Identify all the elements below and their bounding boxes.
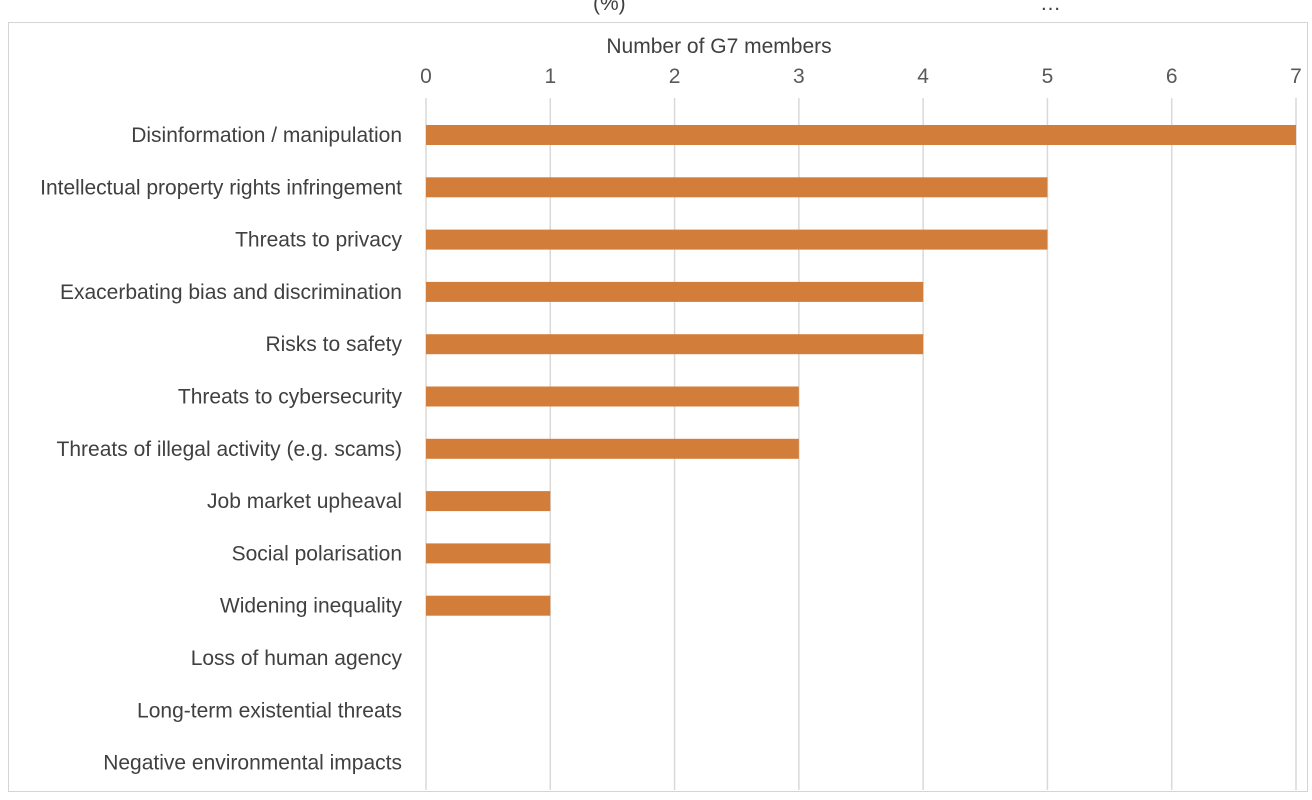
bar (426, 125, 1296, 145)
category-label: Social polarisation (232, 542, 402, 565)
category-label: Threats to cybersecurity (178, 386, 403, 409)
bars (426, 125, 1296, 616)
category-label: Long-term existential threats (137, 699, 402, 722)
x-tick-label: 3 (793, 65, 805, 88)
category-label: Threats to privacy (235, 229, 402, 252)
bar (426, 491, 551, 512)
category-label: Exacerbating bias and discrimination (60, 281, 402, 304)
x-tick-label: 5 (1042, 65, 1054, 88)
category-label: Loss of human agency (191, 647, 403, 670)
category-label: Disinformation / manipulation (131, 124, 402, 147)
cropped-title-text-left: (%) (593, 0, 626, 15)
x-axis-title: Number of G7 members (606, 35, 831, 58)
x-tick-label: 6 (1166, 65, 1178, 88)
category-label: Negative environmental impacts (103, 752, 402, 775)
x-tick-label: 1 (544, 65, 556, 88)
x-tick-label: 4 (917, 65, 929, 88)
x-axis-ticks: 0 1 2 3 4 5 6 7 (420, 65, 1302, 88)
category-label: Widening inequality (220, 595, 403, 618)
category-label: Job market upheaval (207, 490, 402, 513)
grid-lines (425, 98, 1297, 790)
x-tick-label: 2 (669, 65, 681, 88)
bar (426, 543, 551, 564)
category-labels: Disinformation / manipulation Intellectua… (40, 124, 402, 775)
cropped-title-text-right: … (1040, 0, 1061, 15)
bar (426, 177, 1048, 198)
cropped-title-fragment: (%) … (593, 0, 1061, 15)
x-tick-label: 0 (420, 65, 432, 88)
bar (426, 229, 1048, 250)
bar (426, 334, 924, 355)
x-tick-label: 7 (1290, 65, 1302, 88)
category-label: Intellectual property rights infringemen… (40, 176, 402, 199)
bar (426, 386, 799, 407)
bar (426, 281, 924, 302)
chart-frame (8, 22, 1308, 792)
category-label: Risks to safety (265, 333, 402, 356)
category-label: Threats of illegal activity (e.g. scams) (57, 438, 402, 461)
bar (426, 438, 799, 459)
bar (426, 595, 551, 616)
